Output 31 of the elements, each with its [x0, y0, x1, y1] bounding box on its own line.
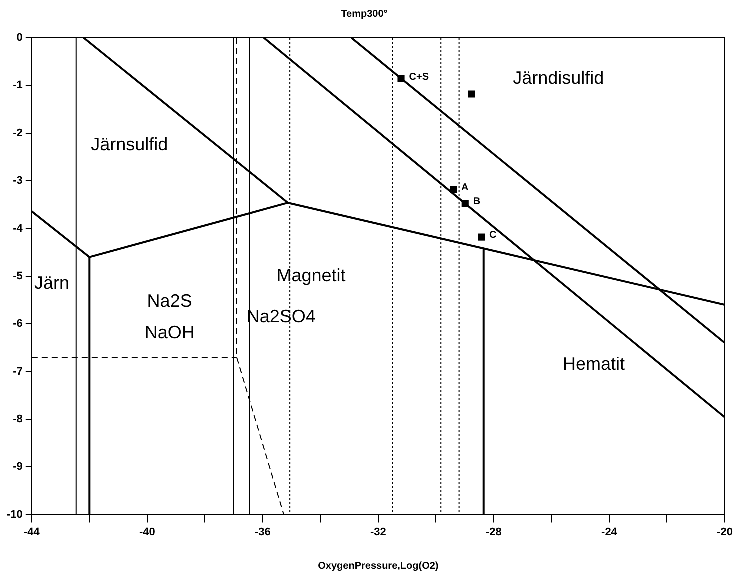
data-label: B	[473, 196, 481, 208]
annotation: Järnsulfid	[91, 134, 168, 155]
x-tick-label: -40	[139, 526, 156, 538]
y-tick-label: -4	[13, 222, 24, 235]
x-tick-label: -24	[602, 526, 618, 538]
annotation: Järndisulfid	[513, 68, 604, 88]
data-label: C	[490, 230, 497, 242]
x-tick-label: -28	[486, 526, 502, 538]
x-tick-label: -32	[370, 526, 386, 538]
annotation: Järn	[34, 273, 70, 293]
y-tick-label: -5	[13, 270, 23, 282]
y-tick-label: -10	[6, 508, 23, 521]
annotation: Na2S	[147, 291, 192, 312]
annotation: Magnetit	[276, 265, 346, 286]
y-tick-label: -7	[13, 366, 23, 378]
y-tick-label: -8	[13, 413, 23, 426]
y-tick-label: -9	[13, 461, 23, 474]
data-label: C+S	[409, 72, 430, 83]
x-tick-label: -20	[717, 526, 733, 538]
x-axis-title: OxygenPressure,Log(O2)	[318, 560, 439, 572]
y-tick-label: 0	[16, 32, 23, 44]
data-label: A	[462, 182, 469, 194]
annotation: NaOH	[144, 322, 195, 343]
x-tick-label: -36	[254, 526, 271, 538]
y-tick-label: -3	[13, 175, 23, 188]
y-tick-label: -2	[13, 127, 23, 140]
x-tick-label: -44	[24, 526, 41, 538]
y-tick-label: -6	[13, 318, 23, 330]
chart-title: Temp300°	[341, 8, 388, 20]
annotation: Hematit	[562, 354, 626, 374]
y-tick-label: -1	[13, 80, 23, 92]
